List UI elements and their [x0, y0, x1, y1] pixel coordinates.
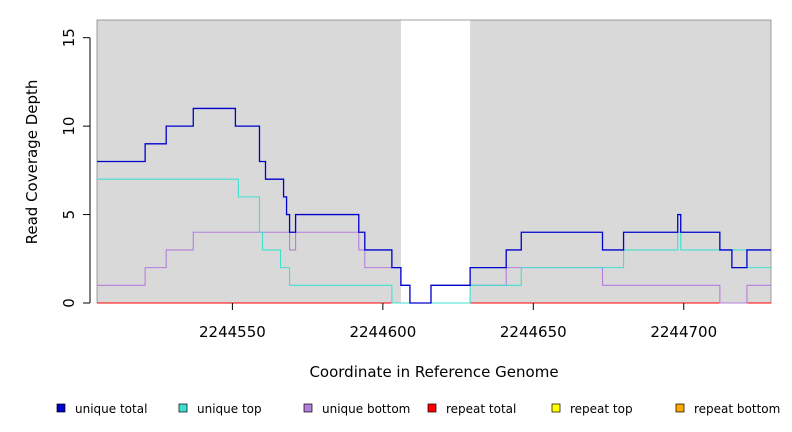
legend-swatch — [551, 403, 561, 413]
legend-item: repeat top — [551, 402, 633, 416]
legend-label: repeat total — [446, 402, 516, 416]
legend-item: repeat total — [427, 402, 516, 416]
y-tick-label: 10 — [60, 117, 78, 136]
legend-swatch — [675, 403, 685, 413]
legend-swatch — [56, 403, 66, 413]
legend-item: unique bottom — [303, 402, 410, 416]
shaded-region-1 — [470, 20, 771, 303]
x-tick-label: 2244700 — [650, 323, 717, 341]
legend-swatch — [178, 403, 188, 413]
x-tick-label: 2244650 — [500, 323, 567, 341]
legend-item: repeat bottom — [675, 402, 780, 416]
legend-label: unique bottom — [322, 402, 410, 416]
legend: unique total unique top unique bottom repea… — [56, 402, 780, 416]
legend-item: unique total — [56, 402, 147, 416]
y-axis-label: Read Coverage Depth — [23, 80, 41, 245]
series-lines — [97, 107, 771, 304]
y-tick-label: 5 — [60, 210, 78, 220]
legend-swatch — [427, 403, 437, 413]
legend-item: unique top — [178, 402, 262, 416]
y-tick-label: 0 — [60, 298, 78, 308]
legend-label: unique top — [197, 402, 262, 416]
legend-label: repeat bottom — [694, 402, 780, 416]
legend-swatch — [303, 403, 313, 413]
y-tick-label: 15 — [60, 28, 78, 47]
x-axis-label: Coordinate in Reference Genome — [309, 363, 558, 381]
x-tick-label: 2244550 — [199, 323, 266, 341]
legend-label: repeat top — [570, 402, 633, 416]
x-tick-label: 2244600 — [349, 323, 416, 341]
series-line-unique-top — [97, 178, 771, 304]
series-line-unique-total — [97, 107, 771, 304]
tick-labels: 2244550 2244600 2244650 2244700 0 5 10 15 — [60, 28, 717, 341]
shaded-regions — [97, 20, 771, 303]
legend-label: unique total — [75, 402, 147, 416]
shaded-region-0 — [97, 20, 401, 303]
